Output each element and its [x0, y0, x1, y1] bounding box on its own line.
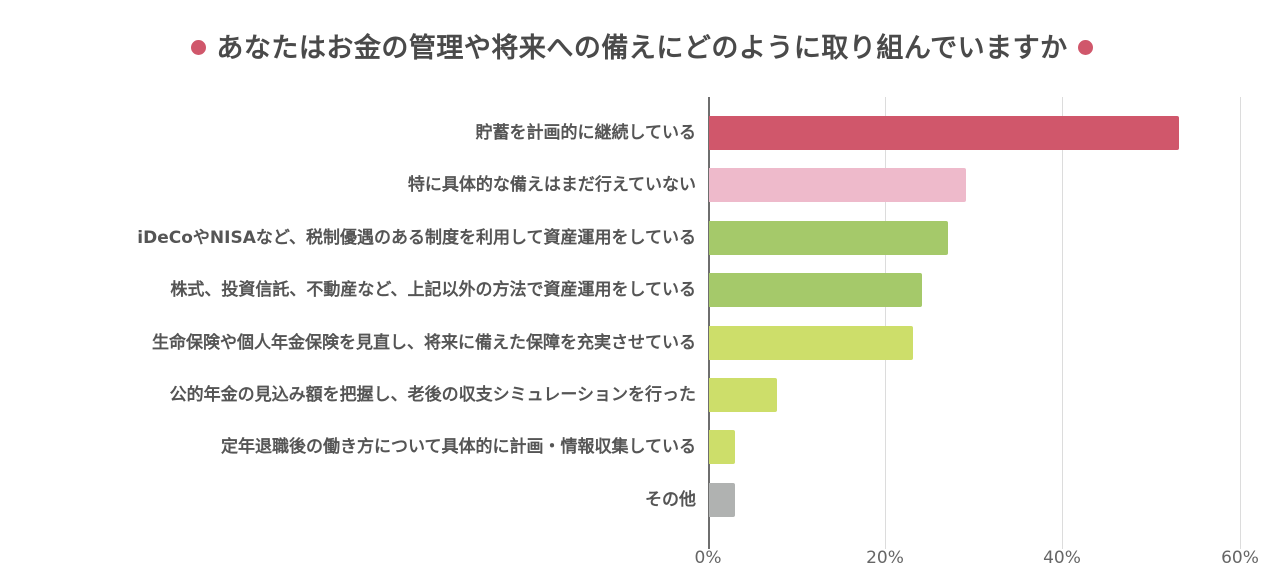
- plot-area: [708, 97, 1248, 549]
- bar-3: [709, 273, 922, 308]
- category-label: 生命保険や個人年金保険を見直し、将来に備えた保障を充実させている: [152, 332, 696, 353]
- bar-2: [709, 220, 949, 255]
- chart-title: あなたはお金の管理や将来への備えにどのように取り組んでいますか: [0, 26, 1284, 65]
- x-tick-40: 40%: [1043, 548, 1081, 568]
- chart-title-text: あなたはお金の管理や将来への備えにどのように取り組んでいますか: [216, 33, 1068, 64]
- bar-6: [709, 430, 735, 465]
- title-bullet-left-icon: [191, 40, 207, 55]
- bar-1: [709, 168, 967, 203]
- category-label: 公的年金の見込み額を把握し、老後の収支シミュレーションを行った: [169, 385, 696, 405]
- title-bullet-right-icon: [1077, 40, 1093, 55]
- category-label: その他: [645, 489, 696, 510]
- x-tick-60: 60%: [1221, 548, 1259, 568]
- category-label: 貯蓄を計画的に継続している: [475, 123, 697, 143]
- bar-0: [709, 116, 1179, 150]
- bar-7: [709, 482, 735, 517]
- category-label: 特に具体的な備えはまだ行えていない: [407, 175, 696, 196]
- x-tick-0: 0%: [694, 548, 722, 568]
- gridline-40: [1062, 97, 1063, 549]
- category-label: 株式、投資信託、不動産など、上記以外の方法で資産運用をしている: [170, 280, 696, 301]
- category-label: iDeCoやNISAなど、税制優遇のある制度を利用して資産運用をしている: [137, 227, 696, 248]
- category-label: 定年退職後の働き方について具体的に計画・情報収集している: [221, 437, 696, 458]
- x-tick-20: 20%: [866, 548, 904, 568]
- bar-4: [709, 325, 913, 360]
- gridline-60: [1240, 97, 1241, 549]
- gridline-20: [885, 97, 886, 549]
- y-axis-line: [708, 97, 710, 549]
- bar-5: [709, 378, 778, 412]
